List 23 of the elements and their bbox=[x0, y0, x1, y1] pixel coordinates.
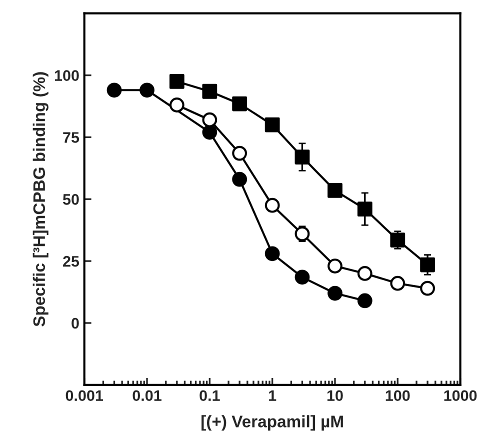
y-tick-label: 50 bbox=[62, 194, 79, 205]
point bbox=[420, 257, 435, 272]
y-tick-label: 0 bbox=[72, 318, 79, 329]
x-tick-label: 0.001 bbox=[66, 390, 104, 402]
y-tick-label: 100 bbox=[54, 70, 79, 81]
point bbox=[232, 96, 248, 112]
point bbox=[294, 150, 310, 164]
point bbox=[169, 74, 184, 89]
point bbox=[357, 202, 372, 216]
point bbox=[328, 183, 342, 198]
x-tick-label: 1 bbox=[269, 390, 276, 401]
point bbox=[264, 117, 280, 132]
x-tick-label: 0.1 bbox=[200, 390, 220, 402]
y-tick-label: 25 bbox=[63, 256, 80, 267]
x-tick-label: 100 bbox=[386, 390, 410, 402]
x-tick-label: 10 bbox=[327, 390, 343, 402]
point bbox=[390, 232, 406, 248]
y-axis-title: Specific [³H]mCPBG binding (%) bbox=[32, 72, 48, 326]
y-tick-label: 75 bbox=[63, 132, 80, 143]
x-axis-title: [(+) Verapamil] µM bbox=[202, 415, 343, 431]
x-tick-label: 0.01 bbox=[132, 390, 162, 402]
point bbox=[202, 84, 218, 99]
x-tick-label: 1000 bbox=[444, 390, 477, 402]
